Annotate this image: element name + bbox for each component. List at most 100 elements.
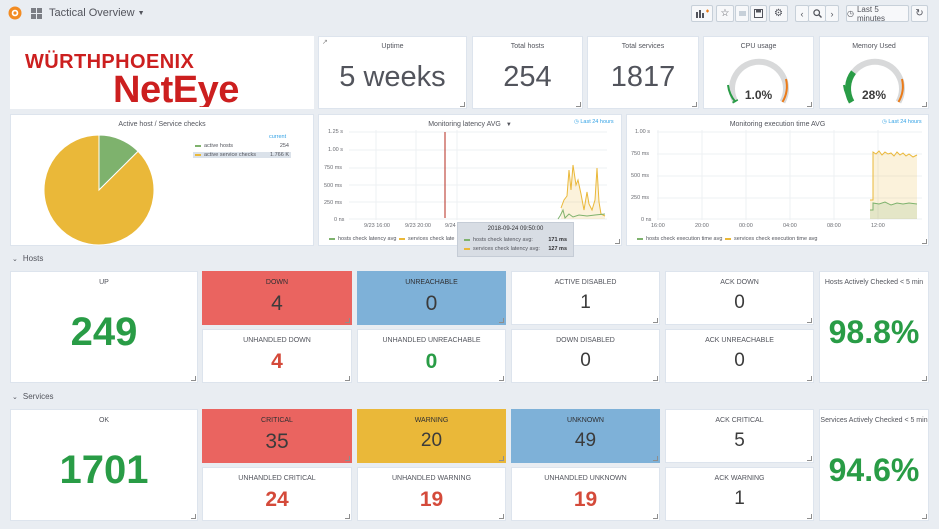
hosts-exectime-area (870, 202, 917, 219)
services-ack-warning-value: 1 (734, 488, 745, 509)
services-unhandled-unknown-panel[interactable]: UNHANDLED UNKNOWN 19 (511, 467, 660, 521)
resize-handle[interactable] (345, 318, 350, 323)
services-unhandled-warning-panel[interactable]: UNHANDLED WARNING 19 (357, 467, 506, 521)
panel-title: Monitoring execution time AVG (729, 121, 826, 128)
resize-handle[interactable] (345, 456, 350, 461)
time-picker[interactable]: ◷ Last 5 minutes (846, 5, 909, 23)
panel-title: Uptime (381, 43, 404, 50)
resize-handle[interactable] (922, 102, 927, 107)
share-button[interactable] (735, 5, 749, 22)
services-exectime-area (870, 151, 917, 219)
resize-handle[interactable] (807, 102, 812, 107)
resize-handle[interactable] (499, 318, 504, 323)
dashboard-grid-icon[interactable] (31, 8, 42, 19)
hosts-unhandled-unreachable-panel[interactable]: UNHANDLED UNREACHABLE 0 (357, 329, 506, 383)
hosts-down-disabled-panel[interactable]: DOWN DISABLED 0 (511, 329, 660, 383)
hosts-down-panel[interactable]: DOWN 4 (202, 271, 352, 325)
hosts-unhandled-down-panel[interactable]: UNHANDLED DOWN 4 (202, 329, 352, 383)
resize-handle[interactable] (653, 318, 658, 323)
y-tick: 750 ms (631, 151, 650, 157)
services-warning-panel[interactable]: WARNING 20 (357, 409, 506, 463)
resize-handle[interactable] (191, 514, 196, 519)
panel-title: CPU usage (740, 43, 777, 50)
resize-handle[interactable] (499, 514, 504, 519)
legend-value: 254 (279, 143, 289, 149)
resize-handle[interactable] (807, 376, 812, 381)
resize-handle[interactable] (807, 456, 812, 461)
hosts-active-disabled-panel[interactable]: ACTIVE DISABLED 1 (511, 271, 660, 325)
total-hosts-panel[interactable]: Total hosts 254 (472, 36, 583, 109)
star-button[interactable]: ☆ (716, 5, 734, 22)
resize-handle[interactable] (653, 456, 658, 461)
resize-handle[interactable] (692, 102, 697, 107)
refresh-button[interactable]: ↻ (911, 5, 928, 22)
time-forward-button[interactable]: › (825, 5, 839, 22)
dashboard-picker[interactable]: Tactical Overview ▼ (49, 7, 145, 19)
resize-handle[interactable] (615, 239, 620, 244)
resize-handle[interactable] (653, 376, 658, 381)
hosts-unreachable-panel[interactable]: UNREACHABLE 0 (357, 271, 506, 325)
services-ack-critical-panel[interactable]: ACK CRITICAL 5 (665, 409, 814, 463)
legend-item-hosts[interactable]: hosts check execution time avg (637, 236, 722, 242)
panel-title: Services Actively Checked < 5 min (820, 417, 928, 424)
row-header-services[interactable]: ⌄ Services (12, 392, 54, 401)
y-tick: 250 ms (631, 195, 650, 201)
save-icon (754, 9, 763, 18)
legend-item-services[interactable]: services check execution time avg (725, 236, 817, 242)
resize-handle[interactable] (345, 376, 350, 381)
total-hosts-value: 254 (503, 61, 552, 93)
resize-handle[interactable] (922, 239, 927, 244)
resize-handle[interactable] (576, 102, 581, 107)
panel-title: UNHANDLED CRITICAL (238, 475, 316, 482)
resize-handle[interactable] (922, 514, 927, 519)
chevron-left-icon: ‹ (800, 8, 804, 19)
resize-handle[interactable] (922, 376, 927, 381)
legend-item-services[interactable]: services check late (399, 236, 454, 242)
settings-button[interactable]: ⚙ (769, 5, 788, 22)
resize-handle[interactable] (807, 318, 812, 323)
time-back-button[interactable]: ‹ (795, 5, 809, 22)
hosts-up-panel[interactable]: UP 249 (10, 271, 198, 383)
services-unhandled-warning-value: 19 (419, 488, 444, 511)
services-ack-warning-panel[interactable]: ACK WARNING 1 (665, 467, 814, 521)
exectime-graph-panel[interactable]: Monitoring execution time AVG ◷ Last 24 … (626, 114, 929, 246)
uptime-panel[interactable]: ↗ Uptime 5 weeks (318, 36, 467, 109)
legend-item-active-hosts[interactable]: active hosts 254 (195, 143, 289, 149)
hosts-actively-checked-panel[interactable]: Hosts Actively Checked < 5 min 98.8% (819, 271, 929, 383)
services-unhandled-unknown-value: 19 (573, 488, 598, 511)
hosts-unhandled-down-value: 4 (271, 350, 283, 373)
services-unhandled-critical-panel[interactable]: UNHANDLED CRITICAL 24 (202, 467, 352, 521)
resize-handle[interactable] (345, 514, 350, 519)
legend-swatch (329, 238, 335, 240)
resize-handle[interactable] (191, 376, 196, 381)
legend-value: 1.766 K (270, 152, 289, 158)
grafana-logo-icon[interactable] (7, 5, 23, 21)
resize-handle[interactable] (653, 514, 658, 519)
services-actively-checked-panel[interactable]: Services Actively Checked < 5 min 94.6% (819, 409, 929, 521)
panel-title: UNKNOWN (567, 417, 604, 424)
total-services-panel[interactable]: Total services 1817 (587, 36, 699, 109)
save-button[interactable] (750, 5, 767, 22)
y-tick: 250 ms (324, 200, 343, 206)
memory-used-panel[interactable]: Memory Used 28% (819, 36, 929, 109)
resize-handle[interactable] (499, 376, 504, 381)
resize-handle[interactable] (460, 102, 465, 107)
cpu-usage-panel[interactable]: CPU usage 1.0% (703, 36, 814, 109)
hosts-ack-unreachable-panel[interactable]: ACK UNREACHABLE 0 (665, 329, 814, 383)
active-checks-pie-panel[interactable]: Active host / Service checks current act… (10, 114, 314, 246)
services-critical-panel[interactable]: CRITICAL 35 (202, 409, 352, 463)
services-unknown-panel[interactable]: UNKNOWN 49 (511, 409, 660, 463)
services-ok-panel[interactable]: OK 1701 (10, 409, 198, 521)
panel-title-dropdown[interactable]: Monitoring latency AVG ▼ (319, 121, 621, 128)
resize-handle[interactable] (807, 514, 812, 519)
row-header-hosts[interactable]: ⌄ Hosts (12, 254, 43, 263)
external-link-icon[interactable]: ↗ (322, 39, 328, 46)
resize-handle[interactable] (499, 456, 504, 461)
legend-item-hosts[interactable]: hosts check latency avg (329, 236, 396, 242)
pie-slice-active-service-checks[interactable] (43, 134, 155, 246)
legend-item-active-service-checks[interactable]: active service checks 1.766 K (193, 152, 291, 158)
zoom-out-button[interactable] (808, 5, 826, 22)
add-panel-button[interactable] (691, 5, 713, 22)
hosts-ack-down-panel[interactable]: ACK DOWN 0 (665, 271, 814, 325)
caret-down-icon: ▼ (137, 9, 145, 17)
